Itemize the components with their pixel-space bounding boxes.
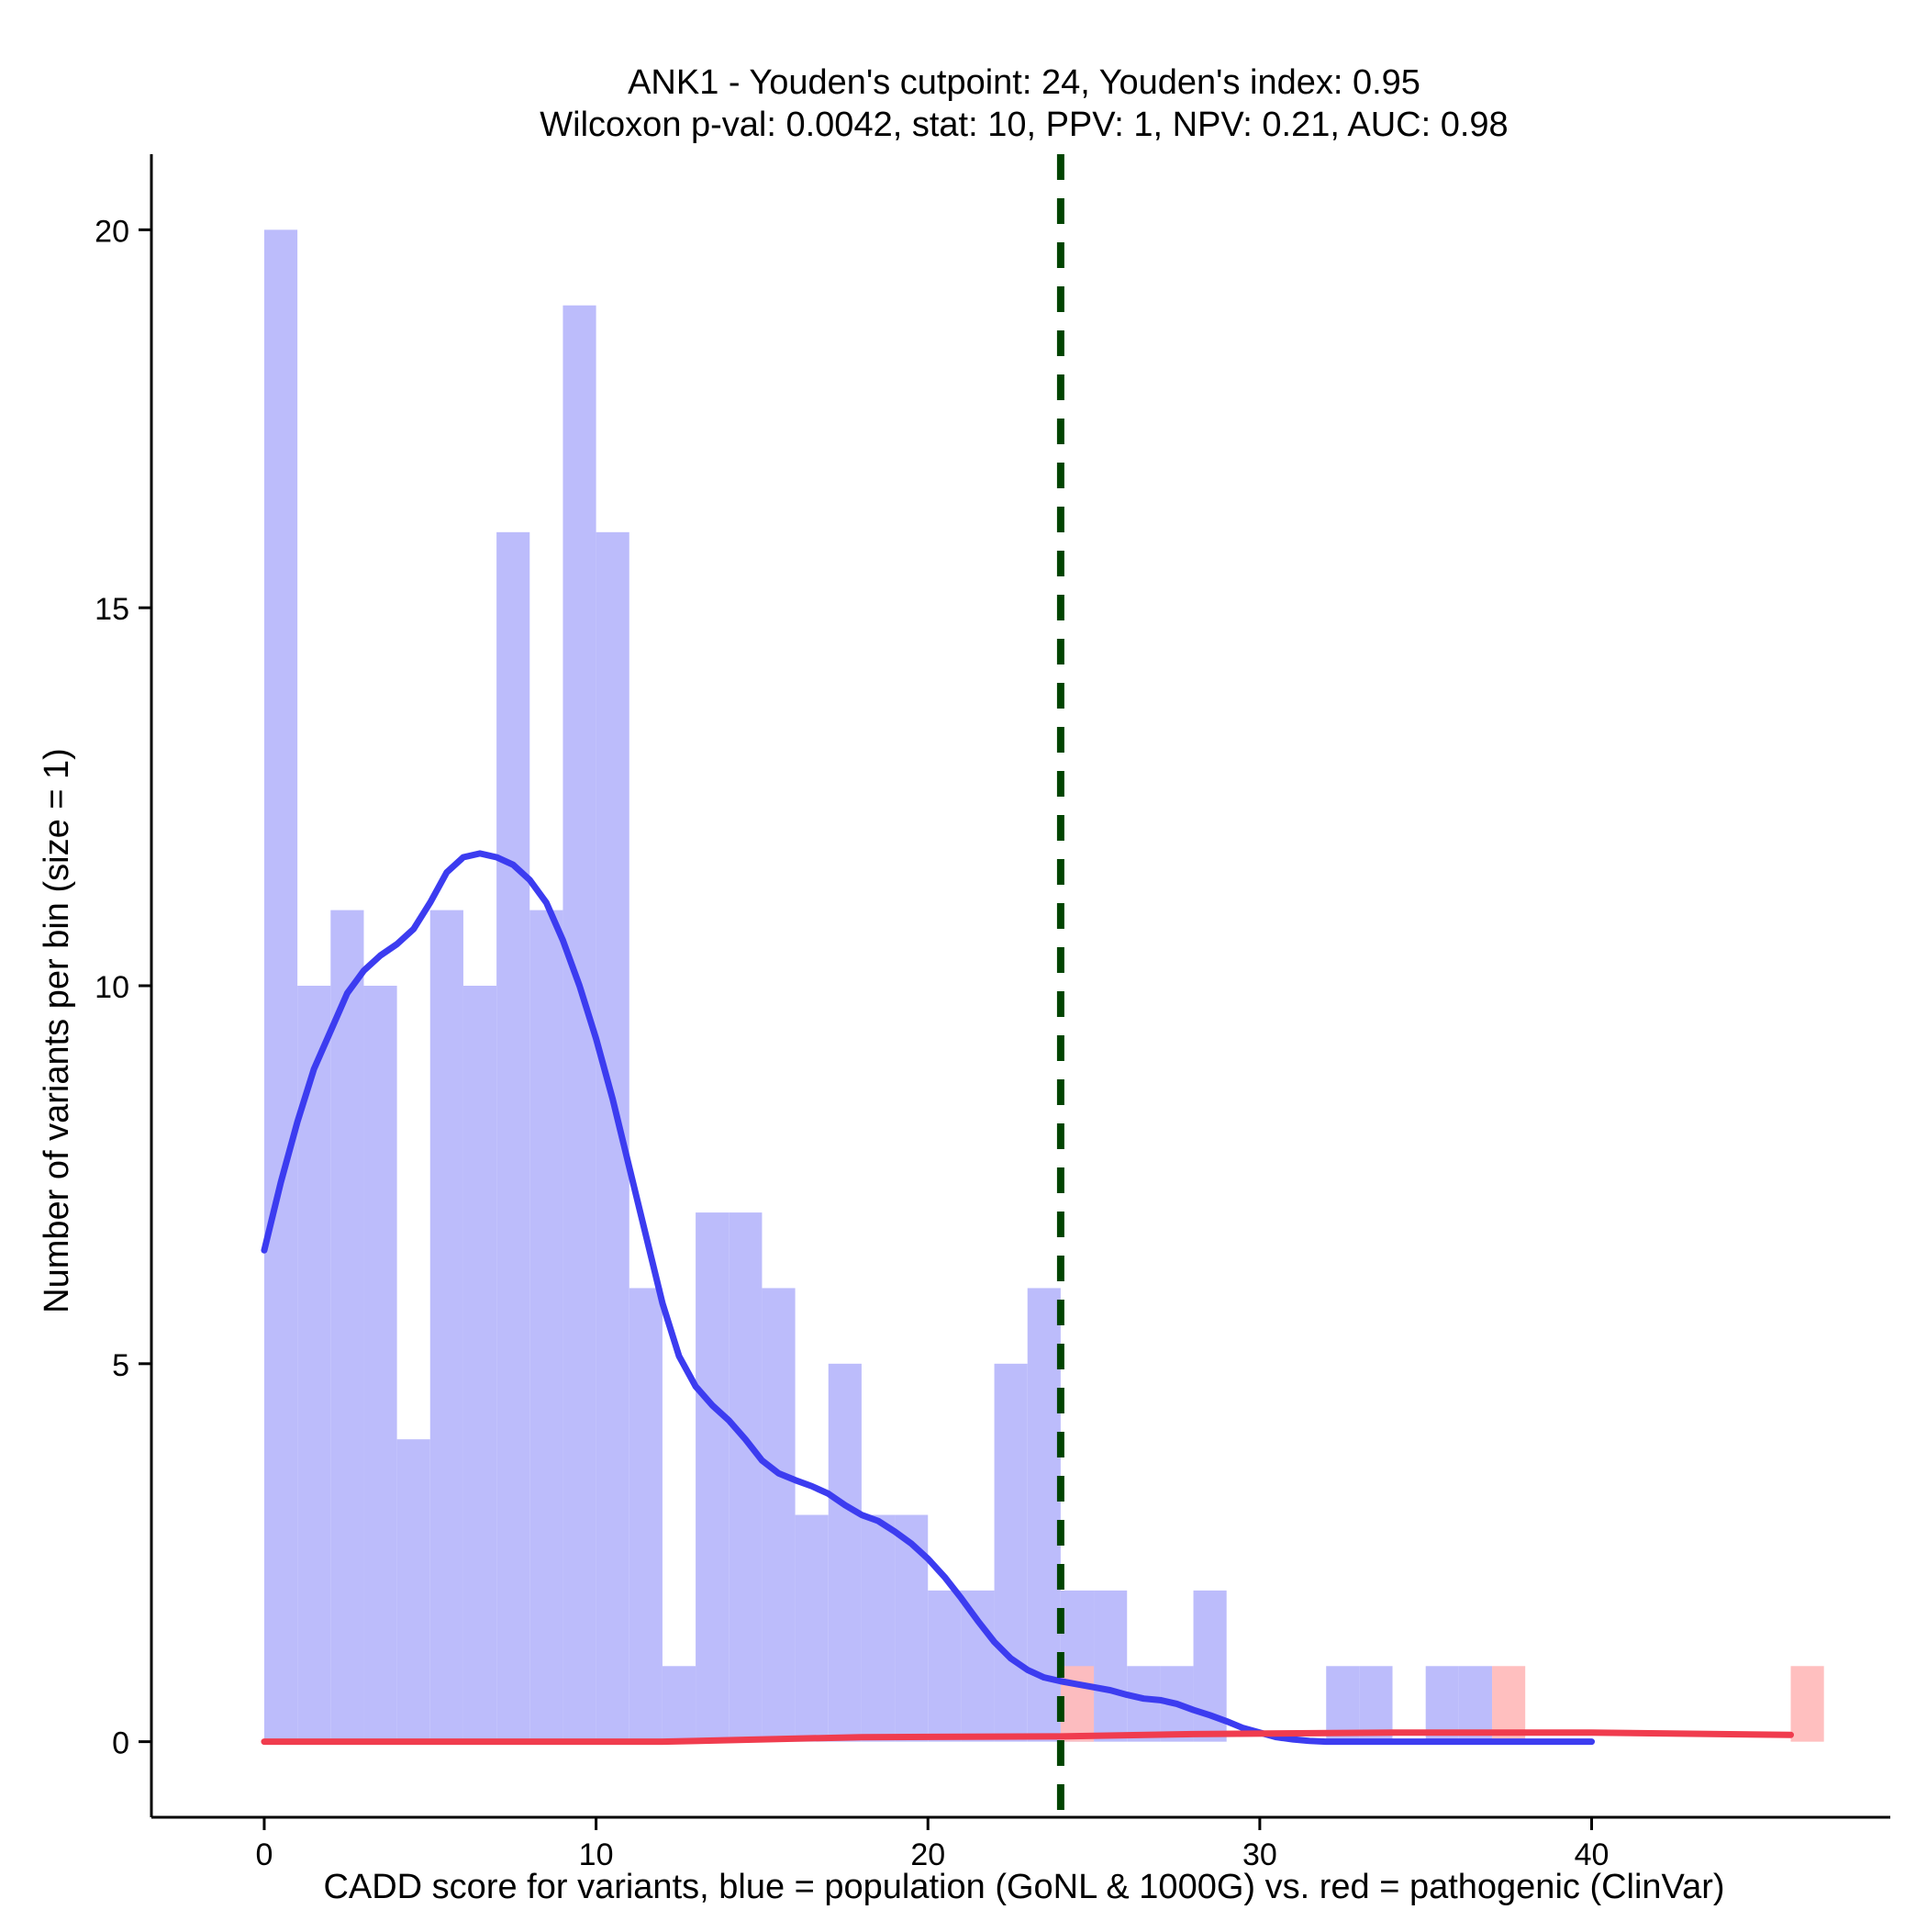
population-bar-6 — [462, 986, 497, 1742]
population-bar-11 — [629, 1288, 663, 1742]
population-bar-22 — [994, 1363, 1028, 1742]
y-axis-label: Number of variants per bin (size = 1) — [38, 748, 76, 1313]
population-bar-4 — [396, 1439, 430, 1742]
population-bar-12 — [662, 1666, 696, 1742]
population-bar-18 — [861, 1514, 896, 1742]
pathogenic-bar-24 — [1060, 1666, 1095, 1742]
axes: 0 5 10 15 20 0 10 20 30 40 — [95, 154, 1890, 1872]
pathogenic-bar-46 — [1790, 1666, 1824, 1742]
population-bar-35 — [1425, 1666, 1459, 1742]
y-tick-label-0: 0 — [112, 1726, 129, 1761]
x-tick-label-40: 40 — [1575, 1837, 1610, 1872]
x-tick-label-10: 10 — [579, 1837, 614, 1872]
population-bars — [263, 229, 1493, 1742]
population-bar-14 — [729, 1212, 763, 1742]
pathogenic-density-line — [261, 1729, 1795, 1746]
x-tick-label-0: 0 — [255, 1837, 273, 1872]
population-bar-32 — [1326, 1666, 1360, 1742]
x-tick-label-20: 20 — [910, 1837, 945, 1872]
population-bar-21 — [961, 1590, 995, 1742]
y-tick-label-10: 10 — [95, 970, 129, 1005]
y-tick-label-5: 5 — [112, 1348, 129, 1383]
x-tick-label-30: 30 — [1242, 1837, 1277, 1872]
population-bar-26 — [1127, 1666, 1161, 1742]
population-bar-16 — [795, 1514, 829, 1742]
population-bar-23 — [1027, 1288, 1061, 1742]
population-bar-3 — [363, 986, 397, 1742]
pathogenic-bars — [1060, 1666, 1824, 1742]
population-bar-5 — [429, 910, 463, 1742]
population-bar-15 — [762, 1288, 796, 1742]
population-bar-17 — [828, 1363, 862, 1742]
population-bar-20 — [928, 1590, 962, 1742]
density-curves — [261, 850, 1795, 1746]
chart-subtitle: Wilcoxon p-val: 0.0042, stat: 10, PPV: 1… — [540, 106, 1508, 144]
population-bar-33 — [1359, 1666, 1393, 1742]
chart-title: ANK1 - Youden's cutpoint: 24, Youden's i… — [628, 63, 1420, 102]
population-bar-19 — [895, 1514, 929, 1742]
population-bar-2 — [330, 910, 364, 1742]
population-bar-8 — [529, 910, 563, 1742]
population-bar-7 — [496, 531, 530, 1742]
pathogenic-bar-37 — [1492, 1666, 1526, 1742]
y-tick-label-20: 20 — [95, 214, 129, 249]
population-bar-0 — [263, 229, 298, 1742]
x-axis-label: CADD score for variants, blue = populati… — [323, 1868, 1724, 1906]
population-bar-25 — [1094, 1590, 1128, 1742]
population-bar-36 — [1458, 1666, 1493, 1742]
y-tick-label-15: 15 — [95, 592, 129, 627]
population-bar-13 — [696, 1212, 730, 1742]
